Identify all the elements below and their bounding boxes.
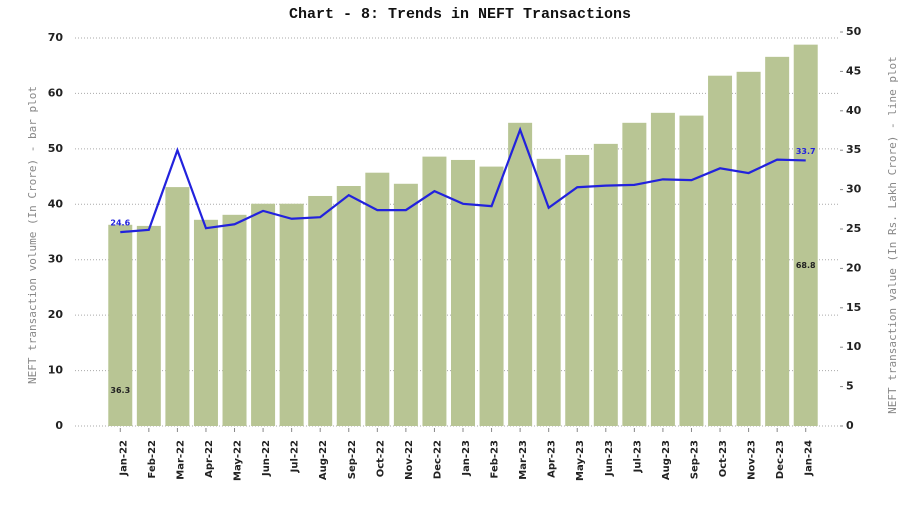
x-tick-label: Aug-22 — [318, 440, 329, 480]
bar — [308, 195, 333, 426]
bar — [365, 172, 390, 426]
y-tick-label: 50 — [48, 142, 64, 155]
x-tick-label: May-22 — [233, 440, 244, 481]
x-tick-label: Jan-23 — [461, 440, 472, 477]
x-tick-label: Apr-23 — [547, 440, 558, 478]
bar — [536, 158, 561, 426]
data-label: 33.7 — [796, 147, 816, 156]
y2-tick-label: 50 — [846, 25, 862, 38]
y2-tick-label: 35 — [846, 143, 861, 156]
bar — [251, 203, 276, 426]
bar — [222, 214, 247, 426]
bar — [708, 75, 733, 426]
y-tick-label: 40 — [48, 197, 64, 210]
x-tick-label: Dec-23 — [775, 440, 786, 479]
y2-tick-label: 30 — [846, 183, 862, 196]
x-tick-label: Jul-22 — [290, 440, 301, 473]
bar — [622, 122, 647, 426]
x-tick-label: Jun-23 — [604, 440, 615, 477]
bar — [650, 112, 675, 426]
bar — [136, 225, 161, 426]
bar — [765, 56, 790, 427]
x-tick-label: Nov-23 — [747, 440, 758, 480]
bar — [422, 156, 447, 427]
x-tick-label: Mar-22 — [175, 440, 186, 480]
x-tick-label: Jul-23 — [632, 440, 643, 473]
bar — [736, 71, 761, 426]
bar — [108, 224, 133, 426]
x-tick-label: Apr-22 — [204, 440, 215, 478]
data-label: 68.8 — [796, 261, 816, 270]
x-tick-label: Aug-23 — [661, 440, 672, 480]
y-tick-label: 60 — [48, 86, 64, 99]
x-tick-label: Oct-22 — [375, 440, 386, 477]
y-tick-label: 0 — [55, 419, 63, 432]
y-tick-label: 30 — [48, 253, 64, 266]
y2-tick-label: 20 — [846, 261, 862, 274]
x-tick-label: Oct-23 — [718, 440, 729, 477]
y2-tick-label: 45 — [846, 64, 861, 77]
x-tick-label: Mar-23 — [518, 440, 529, 480]
y2-tick-label: 0 — [846, 419, 854, 432]
y-tick-label: 10 — [48, 364, 64, 377]
data-label: 24.6 — [110, 219, 130, 228]
line — [120, 126, 806, 234]
x-tick-label: Nov-22 — [404, 440, 415, 480]
y-tick-label: 70 — [48, 31, 64, 44]
x-tick-label: May-23 — [575, 440, 586, 481]
y2-tick-label: 5 — [846, 380, 854, 393]
y2-axis-title: NEFT transaction value (In Rs. Lakh Cror… — [886, 56, 899, 414]
bar — [565, 154, 590, 426]
x-tick-label: Jan-22 — [118, 440, 129, 477]
bar — [679, 115, 704, 426]
bar — [193, 219, 218, 426]
bar — [451, 159, 475, 426]
y2-tick-label: 10 — [846, 340, 862, 353]
x-tick-label: Sep-23 — [689, 440, 700, 479]
y2-tick-label: 15 — [846, 301, 861, 314]
bar — [165, 187, 190, 426]
x-tick-label: Feb-23 — [490, 440, 501, 478]
x-tick-label: Jun-22 — [261, 440, 272, 477]
bar — [279, 203, 304, 426]
y2-tick-label: 25 — [846, 222, 861, 235]
bar — [393, 183, 418, 426]
chart-title: Chart - 8: Trends in NEFT Transactions — [289, 6, 631, 23]
y-tick-label: 20 — [48, 308, 64, 321]
bar — [508, 122, 533, 426]
bar — [793, 44, 818, 426]
y-axis-title: NEFT transaction volume (In Crore) - bar… — [26, 86, 39, 384]
x-tick-label: Feb-22 — [147, 440, 158, 478]
y2-tick-label: 40 — [846, 104, 862, 117]
bar — [593, 143, 618, 426]
x-tick-label: Sep-22 — [347, 440, 358, 479]
x-tick-label: Dec-22 — [432, 440, 443, 479]
data-label: 36.3 — [110, 386, 130, 395]
bar — [336, 185, 361, 426]
bar — [479, 166, 504, 426]
x-tick-label: Jan-24 — [804, 440, 815, 477]
